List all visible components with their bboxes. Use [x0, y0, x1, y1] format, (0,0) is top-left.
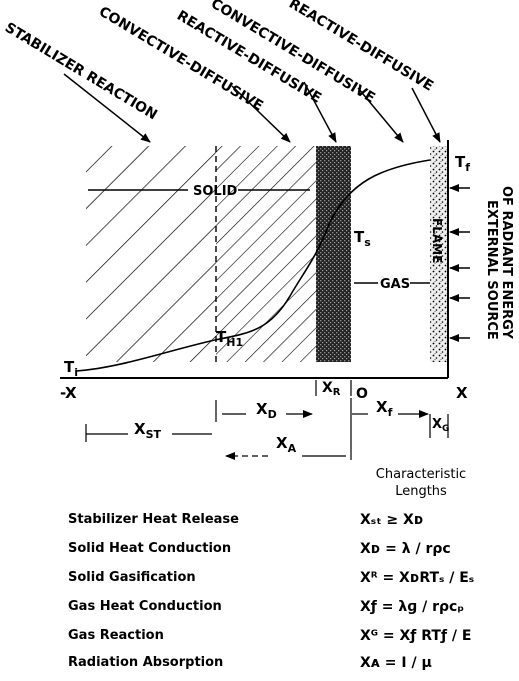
axis-neg-x: -X — [60, 384, 77, 402]
table-row: Solid Heat Conduction Xᴅ = λ / rρc — [64, 541, 504, 561]
length-xf: Xf — [376, 398, 393, 419]
length-xa: XA — [276, 434, 297, 455]
gas-label: GAS — [380, 277, 410, 292]
row-name: Gas Heat Conduction — [68, 599, 222, 614]
row-formula: Xₛₜ ≥ Xᴅ — [360, 512, 424, 528]
row-formula: Xᴀ = I / μ — [360, 655, 432, 671]
solid-label: SOLID — [193, 184, 238, 199]
flame-zone — [430, 146, 448, 362]
table-caption: Characteristic Lengths — [356, 466, 486, 500]
length-xd: XD — [256, 400, 277, 421]
external-source-line1: EXTERNAL SOURCE — [484, 200, 499, 340]
caption-line2: Lengths — [395, 484, 447, 499]
length-xst: XST — [134, 420, 162, 441]
length-xg: XG — [432, 417, 449, 434]
stabilizer-zone — [86, 146, 216, 362]
row-formula: Xᴅ = λ / rρc — [360, 541, 451, 557]
row-name: Radiation Absorption — [68, 655, 224, 670]
row-name: Solid Heat Conduction — [68, 541, 232, 556]
row-name: Gas Reaction — [68, 628, 164, 643]
region-label-reactive-2: REACTIVE-DIFFUSIVE — [286, 0, 436, 95]
solid-conduction-zone — [216, 146, 316, 362]
table-row: Gas Heat Conduction Xƒ = λɡ / rρcₚ — [64, 599, 504, 619]
length-xr: XR — [322, 380, 341, 398]
row-formula: Xᴳ = Xƒ RTƒ / E — [360, 628, 472, 644]
axis-origin: O — [356, 386, 368, 402]
temperature-profile — [75, 159, 431, 372]
row-formula: Xᴿ = XᴅRTₛ / Eₛ — [360, 570, 475, 586]
flame-label: FLAME — [430, 218, 444, 263]
temp-ti: Ti — [64, 358, 78, 379]
external-source-line2: OF RADIANT ENERGY — [499, 186, 514, 340]
table-row: Stabilizer Heat Release Xₛₜ ≥ Xᴅ — [64, 512, 504, 532]
gasification-zone — [316, 146, 351, 362]
row-name: Stabilizer Heat Release — [68, 512, 239, 527]
temp-th1: TH1 — [216, 328, 243, 349]
table-row: Solid Gasification Xᴿ = XᴅRTₛ / Eₛ — [64, 570, 504, 590]
temp-ts: Ts — [354, 228, 371, 249]
caption-line1: Characteristic — [375, 467, 467, 482]
axis-x: X — [456, 384, 468, 402]
table-row: Radiation Absorption Xᴀ = I / μ — [64, 655, 504, 675]
table-row: Gas Reaction Xᴳ = Xƒ RTƒ / E — [64, 628, 504, 648]
row-formula: Xƒ = λɡ / rρcₚ — [360, 599, 465, 615]
temp-tf: Tf — [455, 153, 470, 174]
row-name: Solid Gasification — [68, 570, 196, 585]
